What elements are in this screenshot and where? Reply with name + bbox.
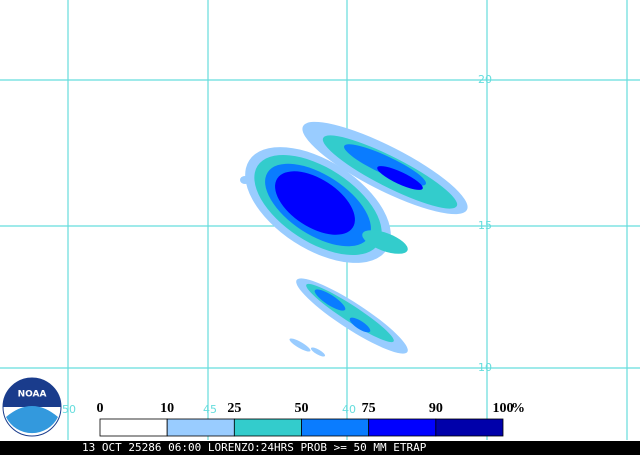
legend-tick: 90: [429, 401, 443, 416]
legend-unit: %: [511, 401, 525, 416]
lon-label: 45: [203, 403, 217, 416]
legend-swatch: [233, 418, 302, 437]
noaa-logo: NOAA: [2, 377, 62, 437]
prob-area: [289, 338, 311, 352]
legend-tick: 75: [362, 401, 376, 416]
legend-swatch: [435, 418, 504, 437]
legend-tick: 25: [227, 401, 241, 416]
legend-swatch: [166, 418, 235, 437]
legend-swatch: [301, 418, 370, 437]
prob-area: [306, 283, 394, 343]
color-legend: 0 10 25 50 75 90 100%: [97, 401, 525, 437]
prob-area: [275, 171, 355, 235]
legend-tick: 100: [493, 401, 514, 416]
lon-label: 40: [342, 403, 356, 416]
caption: 13 OCT 25286 06:00 LORENZO:24HRS PROB >=…: [82, 441, 427, 454]
lat-label: 10: [478, 361, 492, 374]
lat-label: 20: [478, 73, 492, 86]
prob-area: [349, 317, 371, 333]
prob-area: [362, 230, 408, 254]
prob-area: [314, 289, 346, 311]
prob-area: [240, 176, 250, 184]
legend-tick: 50: [295, 401, 309, 416]
legend-tick: 10: [160, 401, 174, 416]
legend-tick: 0: [97, 401, 104, 416]
legend-swatch: [368, 418, 437, 437]
lon-label: 50: [62, 403, 76, 416]
prob-area: [310, 347, 326, 357]
legend-swatch: [99, 418, 168, 437]
logo-text: NOAA: [18, 390, 47, 400]
caption-bar: [0, 441, 640, 455]
lat-label: 15: [478, 219, 492, 232]
probability-field: [240, 121, 468, 357]
prob-area: [377, 166, 423, 190]
